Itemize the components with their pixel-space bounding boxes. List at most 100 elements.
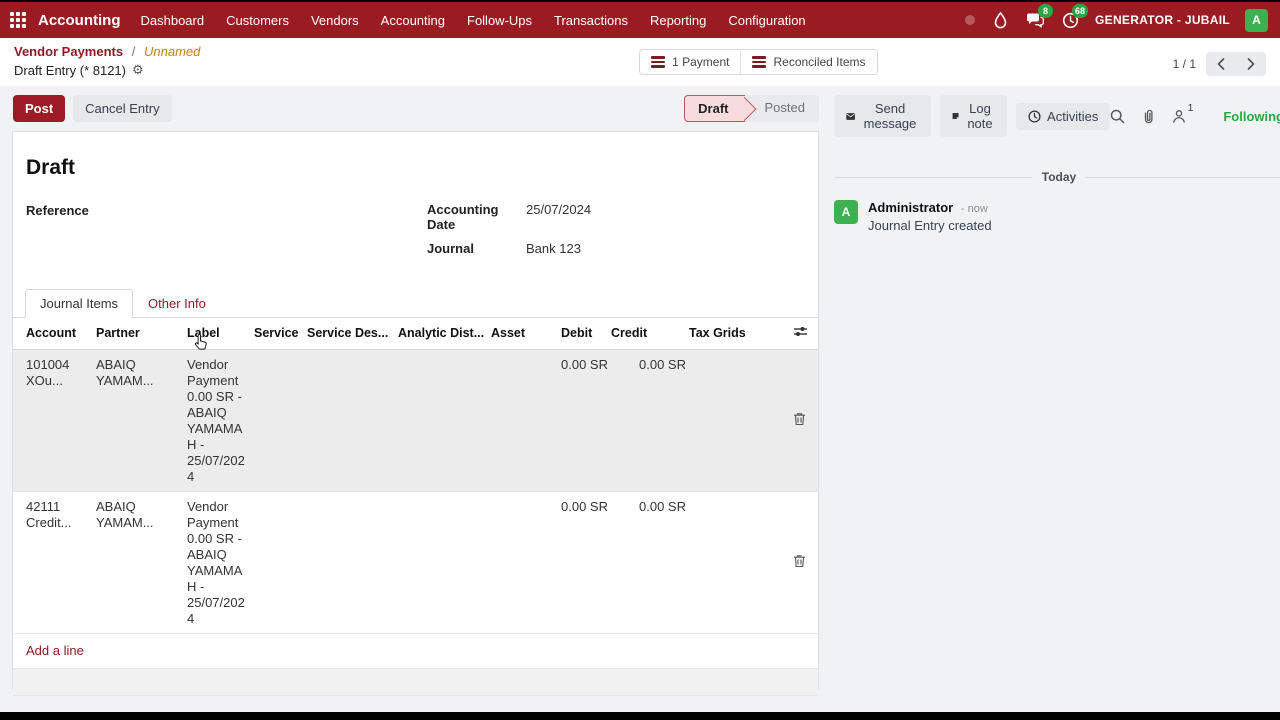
cell-service[interactable] bbox=[254, 349, 307, 492]
menu-accounting[interactable]: Accounting bbox=[380, 12, 445, 28]
add-a-line-link[interactable]: Add a line bbox=[13, 633, 818, 669]
messages-icon[interactable]: 8 bbox=[1025, 4, 1054, 30]
cell-service[interactable] bbox=[254, 491, 307, 634]
followers-icon[interactable]: 1 bbox=[1172, 103, 1193, 123]
activities-button[interactable]: Activities bbox=[1016, 102, 1111, 130]
cell-account[interactable]: 101004 XOu... bbox=[13, 349, 96, 492]
message-time: - now bbox=[960, 203, 988, 215]
col-tax-grids[interactable]: Tax Grids bbox=[689, 318, 755, 350]
chatter-message[interactable]: A Administrator - now Journal Entry crea… bbox=[834, 200, 1280, 233]
company-name[interactable]: GENERATOR - JUBAIL bbox=[1095, 13, 1230, 27]
journal-items-table: Account Partner Label Service Service De… bbox=[13, 318, 818, 720]
droplet-icon[interactable] bbox=[990, 10, 1010, 30]
cell-label[interactable]: Vendor Payment 0.00 SR - ABAIQ YAMAMAH -… bbox=[187, 491, 254, 634]
app-name[interactable]: Accounting bbox=[38, 11, 121, 29]
pager-previous-button[interactable] bbox=[1206, 52, 1236, 76]
col-credit[interactable]: Credit bbox=[611, 318, 689, 350]
chatter-action-bar: Send message Log note Activities bbox=[834, 86, 1280, 146]
cell-asset[interactable] bbox=[491, 349, 561, 492]
control-panel: Vendor Payments / Unnamed Draft Entry (*… bbox=[0, 38, 1280, 86]
cell-tax-grids[interactable] bbox=[689, 349, 755, 492]
menu-vendors[interactable]: Vendors bbox=[310, 12, 359, 28]
tab-journal-items[interactable]: Journal Items bbox=[25, 289, 134, 318]
table-header-row: Account Partner Label Service Service De… bbox=[13, 318, 818, 350]
record-subtitle: Draft Entry (* 8121) bbox=[14, 62, 126, 78]
menu-dashboard[interactable]: Dashboard bbox=[140, 12, 205, 28]
status-dot bbox=[965, 15, 976, 25]
topbar-right: 8 68 GENERATOR - JUBAIL A bbox=[965, 4, 1268, 32]
optional-columns-button[interactable] bbox=[755, 318, 818, 350]
followers-count: 1 bbox=[1187, 103, 1194, 114]
following-button[interactable]: Following bbox=[1223, 108, 1280, 124]
smart-button-group: 1 Payment Reconciled Items bbox=[639, 49, 878, 75]
pager-next-button[interactable] bbox=[1236, 52, 1266, 76]
menu-reporting[interactable]: Reporting bbox=[649, 12, 707, 28]
cell-analytic[interactable] bbox=[398, 349, 491, 492]
journal-field[interactable]: Bank 123 bbox=[526, 241, 581, 256]
col-service-desc[interactable]: Service Des... bbox=[307, 318, 398, 350]
chatter-column: Send message Log note Activities bbox=[820, 86, 1280, 716]
cell-analytic[interactable] bbox=[398, 491, 491, 634]
cell-label[interactable]: Vendor Payment 0.00 SR - ABAIQ YAMAMAH -… bbox=[187, 349, 254, 492]
cell-asset[interactable] bbox=[491, 491, 561, 634]
cell-tax-grids[interactable] bbox=[689, 491, 755, 634]
cell-account[interactable]: 42111 Credit... bbox=[13, 491, 96, 634]
cell-service-desc[interactable] bbox=[307, 491, 398, 634]
page-title: Draft bbox=[26, 156, 76, 179]
breadcrumb-current: Unnamed bbox=[143, 44, 201, 59]
message-avatar: A bbox=[834, 200, 858, 224]
col-partner[interactable]: Partner bbox=[96, 318, 187, 350]
search-messages-icon[interactable] bbox=[1110, 109, 1125, 124]
post-button[interactable]: Post bbox=[13, 95, 66, 122]
letterbox-top bbox=[0, 0, 1280, 2]
notebook-tabs: Journal Items Other Info bbox=[13, 289, 818, 318]
journal-lines-icon bbox=[752, 56, 767, 68]
letterbox-bottom bbox=[0, 712, 1280, 720]
message-author[interactable]: Administrator bbox=[868, 200, 954, 215]
log-note-button[interactable]: Log note bbox=[939, 95, 1008, 137]
payment-smart-button[interactable]: 1 Payment bbox=[640, 50, 741, 74]
cell-credit[interactable]: 0.00 SR bbox=[611, 491, 689, 634]
breadcrumb-vendor-payments[interactable]: Vendor Payments bbox=[14, 44, 124, 59]
reconciled-items-smart-button[interactable]: Reconciled Items bbox=[740, 50, 877, 74]
delete-row-icon[interactable] bbox=[793, 412, 806, 426]
status-bar: Draft Posted bbox=[684, 95, 819, 122]
menu-customers[interactable]: Customers bbox=[226, 12, 289, 28]
cell-debit[interactable]: 0.00 SR bbox=[561, 491, 611, 634]
form-fields: Reference Accounting Date 25/07/2024 Jou… bbox=[13, 180, 818, 265]
cell-service-desc[interactable] bbox=[307, 349, 398, 492]
col-asset[interactable]: Asset bbox=[491, 318, 561, 350]
activity-badge: 68 bbox=[1072, 4, 1089, 18]
delete-row-icon[interactable] bbox=[793, 554, 806, 568]
menu-transactions[interactable]: Transactions bbox=[554, 12, 628, 28]
gear-icon[interactable]: ⚙ bbox=[132, 62, 144, 77]
menu-configuration[interactable]: Configuration bbox=[728, 12, 806, 28]
send-message-button[interactable]: Send message bbox=[834, 95, 931, 137]
col-label[interactable]: Label bbox=[187, 318, 254, 350]
user-avatar[interactable]: A bbox=[1245, 8, 1268, 32]
form-column: Post Cancel Entry Draft Posted Draft Ref… bbox=[0, 86, 820, 720]
message-body: Journal Entry created bbox=[868, 218, 992, 233]
breadcrumb-separator: / bbox=[131, 44, 136, 59]
col-service[interactable]: Service bbox=[254, 318, 307, 350]
journal-item-row[interactable]: 101004 XOu... ABAIQ YAMAM... Vendor Paym… bbox=[13, 349, 818, 492]
cell-partner[interactable]: ABAIQ YAMAM... bbox=[96, 349, 187, 492]
attachments-icon[interactable] bbox=[1142, 109, 1155, 124]
messages-badge: 8 bbox=[1038, 4, 1054, 18]
tab-other-info[interactable]: Other Info bbox=[148, 296, 206, 311]
pager-count: 1 / 1 bbox=[1172, 57, 1196, 71]
cell-partner[interactable]: ABAIQ YAMAM... bbox=[96, 491, 187, 634]
menu-follow-ups[interactable]: Follow-Ups bbox=[467, 12, 533, 28]
col-account[interactable]: Account bbox=[13, 318, 96, 350]
accounting-date-field[interactable]: 25/07/2024 bbox=[526, 202, 592, 217]
activity-clock-icon[interactable]: 68 bbox=[1060, 4, 1089, 30]
journal-label: Journal bbox=[427, 241, 474, 256]
status-draft[interactable]: Draft bbox=[684, 95, 745, 122]
col-analytic-dist[interactable]: Analytic Dist... bbox=[398, 318, 491, 350]
apps-grid-icon[interactable] bbox=[10, 12, 26, 28]
col-debit[interactable]: Debit bbox=[561, 318, 611, 350]
cell-credit[interactable]: 0.00 SR bbox=[611, 349, 689, 492]
journal-item-row[interactable]: 42111 Credit... ABAIQ YAMAM... Vendor Pa… bbox=[13, 491, 818, 634]
cell-debit[interactable]: 0.00 SR bbox=[561, 349, 611, 492]
cancel-entry-button[interactable]: Cancel Entry bbox=[73, 95, 172, 122]
